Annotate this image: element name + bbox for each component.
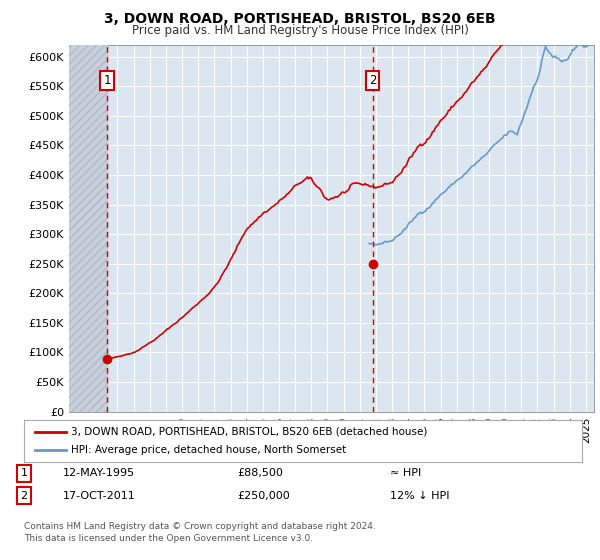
Text: 17-OCT-2011: 17-OCT-2011 — [63, 491, 136, 501]
Text: 12% ↓ HPI: 12% ↓ HPI — [390, 491, 449, 501]
Text: 2: 2 — [20, 491, 28, 501]
Text: Contains HM Land Registry data © Crown copyright and database right 2024.
This d: Contains HM Land Registry data © Crown c… — [24, 522, 376, 543]
Polygon shape — [69, 0, 107, 412]
Text: 12-MAY-1995: 12-MAY-1995 — [63, 468, 135, 478]
Text: Price paid vs. HM Land Registry's House Price Index (HPI): Price paid vs. HM Land Registry's House … — [131, 24, 469, 37]
Text: £88,500: £88,500 — [237, 468, 283, 478]
Polygon shape — [69, 0, 107, 412]
Text: 1: 1 — [103, 74, 111, 87]
Text: 3, DOWN ROAD, PORTISHEAD, BRISTOL, BS20 6EB (detached house): 3, DOWN ROAD, PORTISHEAD, BRISTOL, BS20 … — [71, 427, 428, 437]
Text: 3, DOWN ROAD, PORTISHEAD, BRISTOL, BS20 6EB: 3, DOWN ROAD, PORTISHEAD, BRISTOL, BS20 … — [104, 12, 496, 26]
Text: ≈ HPI: ≈ HPI — [390, 468, 421, 478]
Text: £250,000: £250,000 — [237, 491, 290, 501]
Text: 1: 1 — [20, 468, 28, 478]
Text: 2: 2 — [369, 74, 376, 87]
Text: HPI: Average price, detached house, North Somerset: HPI: Average price, detached house, Nort… — [71, 445, 347, 455]
